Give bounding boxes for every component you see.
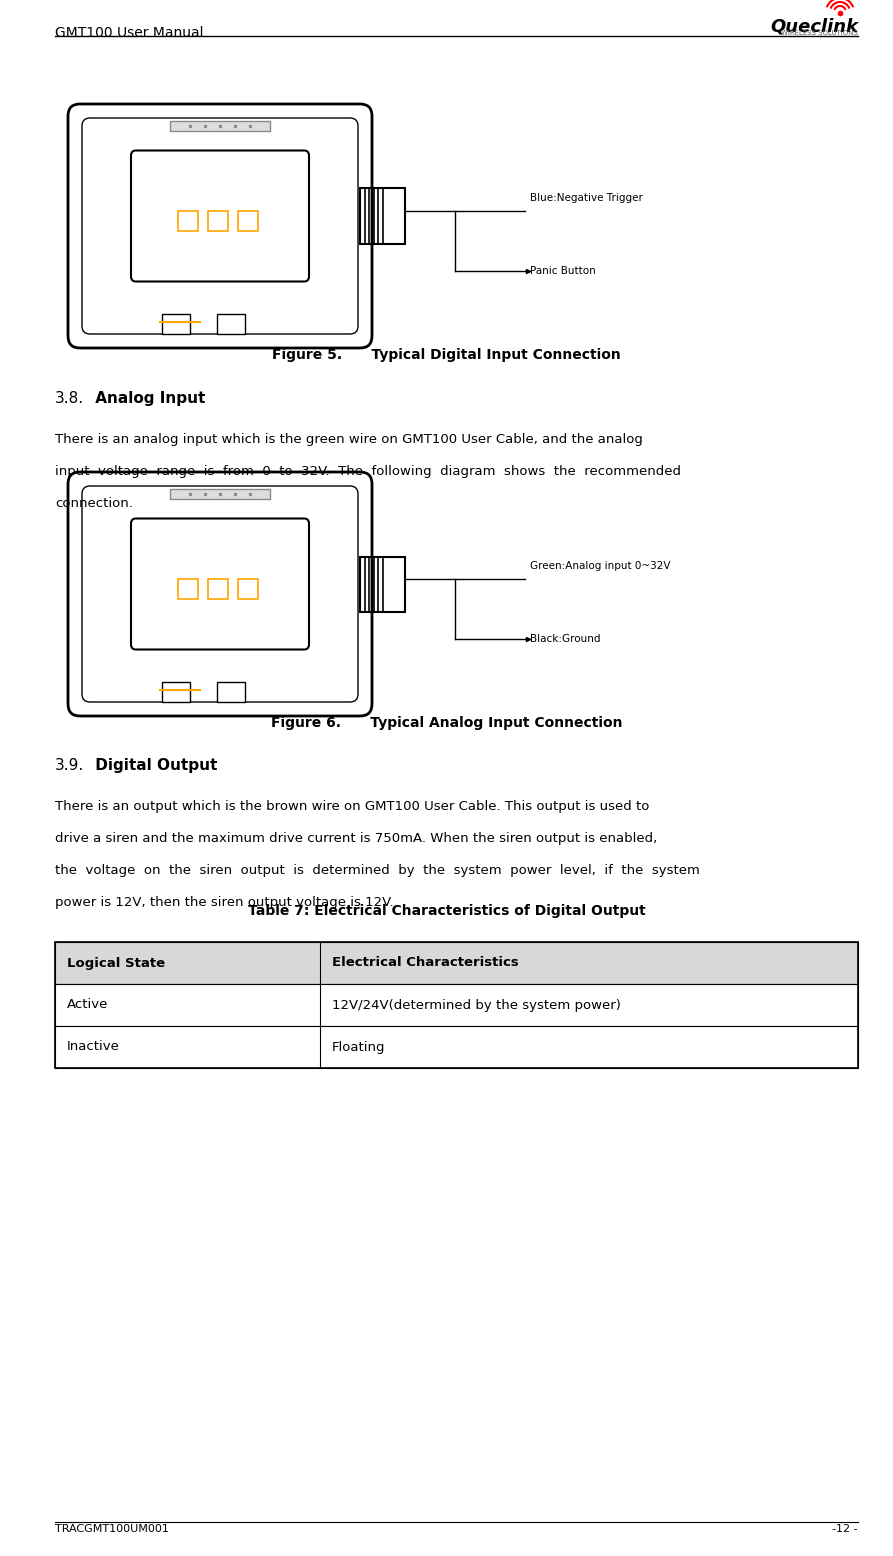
Bar (217, 682, 245, 702)
Bar (170, 121, 270, 131)
Text: -12 -: -12 - (832, 1523, 858, 1534)
Text: Inactive: Inactive (67, 1041, 120, 1053)
Bar (55, 941, 858, 1067)
FancyBboxPatch shape (82, 118, 358, 335)
Text: connection.: connection. (55, 496, 133, 510)
Text: TRACGMT100UM001: TRACGMT100UM001 (55, 1523, 169, 1534)
Bar (238, 212, 258, 230)
Text: Digital Output: Digital Output (90, 758, 217, 773)
Text: drive a siren and the maximum drive current is 750mA. When the siren output is e: drive a siren and the maximum drive curr… (55, 832, 657, 845)
Bar (208, 212, 228, 230)
Text: Table 7: Electrical Characteristics of Digital Output: Table 7: Electrical Characteristics of D… (247, 904, 646, 918)
FancyBboxPatch shape (68, 104, 372, 349)
Text: There is an output which is the brown wire on GMT100 User Cable. This output is : There is an output which is the brown wi… (55, 800, 649, 812)
Text: Black:Ground: Black:Ground (530, 633, 600, 644)
Text: WIRELESS SOLUTIONS: WIRELESS SOLUTIONS (781, 30, 858, 36)
Bar (217, 314, 245, 335)
Text: Green:Analog input 0~32V: Green:Analog input 0~32V (530, 562, 671, 571)
Bar (55, 983, 858, 1025)
Text: power is 12V, then the siren output voltage is 12V.: power is 12V, then the siren output volt… (55, 896, 394, 909)
Bar (162, 314, 190, 335)
Text: input  voltage  range  is  from  0  to  32V.  The  following  diagram  shows  th: input voltage range is from 0 to 32V. Th… (55, 465, 681, 478)
Text: Panic Button: Panic Button (530, 266, 596, 275)
Bar (238, 579, 258, 599)
Text: 3.8.: 3.8. (55, 391, 84, 406)
Text: GMT100 User Manual: GMT100 User Manual (55, 26, 204, 40)
Text: Figure 5.      Typical Digital Input Connection: Figure 5. Typical Digital Input Connecti… (272, 349, 621, 363)
Bar (208, 579, 228, 599)
Bar (55, 941, 858, 983)
FancyBboxPatch shape (131, 151, 309, 282)
Text: Floating: Floating (332, 1041, 386, 1053)
FancyBboxPatch shape (131, 518, 309, 649)
FancyBboxPatch shape (82, 485, 358, 702)
Bar (170, 489, 270, 499)
Text: Figure 6.      Typical Analog Input Connection: Figure 6. Typical Analog Input Connectio… (271, 716, 622, 730)
Bar (55, 1025, 858, 1067)
Text: Logical State: Logical State (67, 957, 165, 969)
Text: Active: Active (67, 999, 108, 1011)
Text: Analog Input: Analog Input (90, 391, 205, 406)
Text: There is an analog input which is the green wire on GMT100 User Cable, and the a: There is an analog input which is the gr… (55, 433, 643, 447)
Text: 12V/24V(determined by the system power): 12V/24V(determined by the system power) (332, 999, 621, 1011)
Bar (360, 557, 405, 612)
Text: Electrical Characteristics: Electrical Characteristics (332, 957, 519, 969)
Text: 3.9.: 3.9. (55, 758, 84, 773)
Text: Blue:Negative Trigger: Blue:Negative Trigger (530, 193, 643, 202)
FancyBboxPatch shape (68, 471, 372, 716)
Bar (178, 579, 198, 599)
Bar (162, 682, 190, 702)
Text: the  voltage  on  the  siren  output  is  determined  by  the  system  power  le: the voltage on the siren output is deter… (55, 864, 700, 878)
Text: Queclink: Queclink (770, 19, 858, 36)
Bar (360, 188, 405, 243)
Bar (178, 212, 198, 230)
